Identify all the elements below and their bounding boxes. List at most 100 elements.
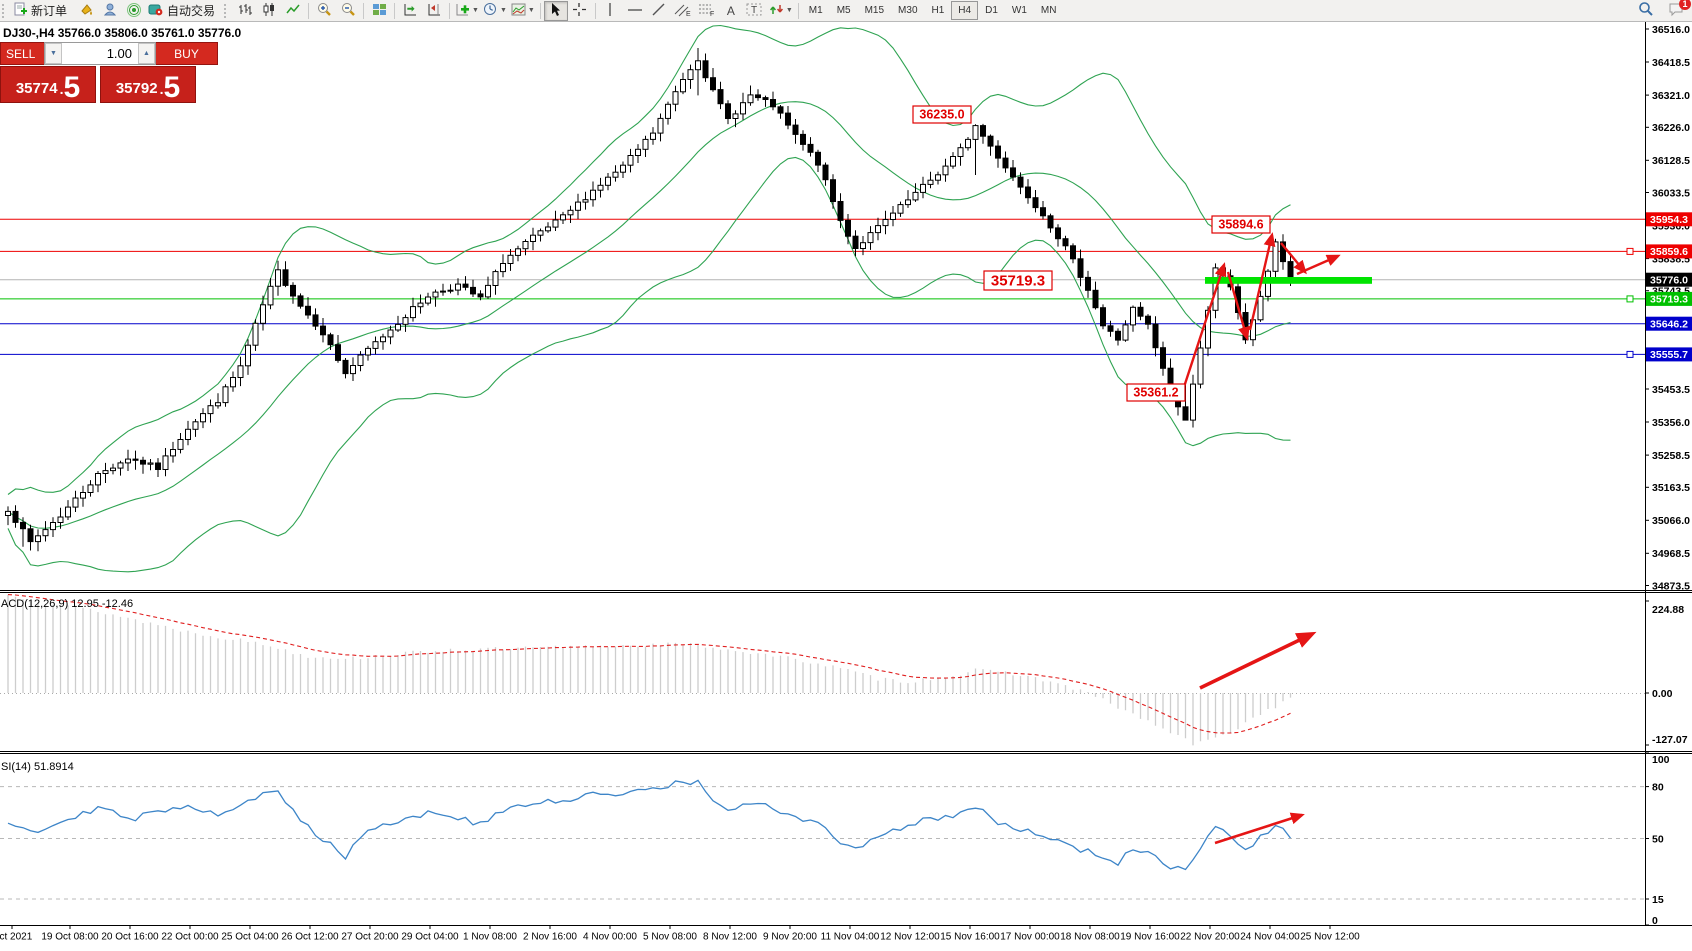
search-button[interactable] — [1634, 1, 1658, 21]
chart-canvas[interactable]: 36235.0 35894.6 35719.3 35361.2 ACD(12,26,9)… — [0, 22, 1692, 951]
indicators-button[interactable]: ▼ — [453, 1, 481, 21]
price-annotations[interactable]: 36235.0 35894.6 35719.3 35361.2 — [912, 105, 1271, 402]
horizontal-line-button[interactable] — [623, 1, 647, 21]
svg-text:18 Nov 08:00: 18 Nov 08:00 — [1060, 932, 1120, 943]
buy-button[interactable]: BUY — [156, 42, 218, 65]
buy-price-pip: 5 — [163, 71, 181, 104]
templates-icon — [511, 2, 526, 20]
volume-decrease-button[interactable]: ▼ — [45, 43, 62, 64]
volume-input[interactable]: 1.00 — [106, 46, 132, 61]
svg-text:20 Oct 16:00: 20 Oct 16:00 — [101, 932, 159, 943]
macd-trend-arrow[interactable] — [1199, 631, 1317, 690]
support-zone-bar[interactable] — [1205, 277, 1372, 284]
svg-text:36235.0: 36235.0 — [919, 108, 964, 122]
text-button[interactable]: A — [719, 1, 743, 21]
line-handle[interactable] — [1626, 295, 1634, 303]
trendline-button[interactable] — [647, 1, 671, 21]
paint-bucket-button[interactable] — [74, 1, 98, 21]
svg-text:35719.3: 35719.3 — [1650, 294, 1688, 306]
fibonacci-button[interactable]: F — [695, 1, 719, 21]
auto-trading-button[interactable]: 自动交易 — [146, 1, 222, 21]
equidistant-channel-button[interactable]: E — [671, 1, 695, 21]
candlestick-chart-button[interactable] — [257, 1, 281, 21]
tab-timeframe-MN[interactable]: MN — [1040, 5, 1057, 16]
svg-text:-127.07: -127.07 — [1652, 734, 1688, 746]
zoom-in-button[interactable] — [312, 1, 336, 21]
vertical-line-button[interactable] — [599, 1, 623, 21]
new-order-button[interactable]: 新订单 — [11, 1, 74, 21]
macd-pane: ACD(12,26,9) 12.95 -12.46 — [0, 594, 1645, 746]
tile-windows-icon — [372, 2, 387, 20]
auto-scroll-button[interactable] — [398, 1, 422, 21]
crosshair-button[interactable] — [568, 1, 592, 21]
svg-text:2 Nov 16:00: 2 Nov 16:00 — [523, 932, 577, 943]
sell-price-dot: . — [59, 81, 64, 97]
notification-badge: 1 — [1679, 0, 1691, 10]
chart-svg[interactable]: 36235.0 35894.6 35719.3 35361.2 ACD(12,26,9)… — [0, 22, 1692, 946]
shapes-button[interactable]: ▼ — [767, 1, 795, 21]
svg-text:19 Nov 16:00: 19 Nov 16:00 — [1120, 932, 1180, 943]
zoom-out-button[interactable] — [336, 1, 360, 21]
templates-button[interactable]: ▼ — [509, 1, 537, 21]
tab-timeframe-M30[interactable]: M30 — [898, 5, 918, 16]
svg-text:15: 15 — [1652, 894, 1664, 906]
tab-timeframe-M5[interactable]: M5 — [836, 5, 851, 16]
price-axis: 36516.0 36418.5 36321.0 36226.0 36128.5 36033… — [1626, 24, 1692, 927]
profile-button[interactable] — [98, 1, 122, 21]
cursor-button[interactable] — [543, 0, 568, 21]
one-click-trade-panel: SELL ▼ 1.00 ▲ BUY 35774. 5 35792. 5 — [0, 42, 220, 103]
shapes-icon — [769, 2, 784, 20]
bar-chart-button[interactable] — [233, 1, 257, 21]
auto-scroll-icon — [403, 2, 418, 20]
svg-text:36128.5: 36128.5 — [1652, 155, 1690, 167]
svg-text:8 Nov 12:00: 8 Nov 12:00 — [703, 932, 757, 943]
svg-text:F: F — [710, 11, 714, 17]
tile-windows-button[interactable] — [367, 1, 391, 21]
rsi-pane: SI(14) 51.8914 — [0, 761, 1645, 900]
svg-text:35646.2: 35646.2 — [1650, 319, 1688, 331]
sell-button[interactable]: SELL — [0, 42, 44, 65]
rsi-trend-arrow[interactable] — [1214, 812, 1305, 845]
svg-text:36226.0: 36226.0 — [1652, 122, 1690, 134]
periods-button[interactable]: ▼ — [481, 1, 509, 21]
svg-text:12 Nov 12:00: 12 Nov 12:00 — [880, 932, 940, 943]
svg-text:35954.3: 35954.3 — [1650, 214, 1688, 226]
signal-button[interactable] — [122, 1, 146, 21]
toolbar-separator — [363, 2, 365, 19]
svg-text:0: 0 — [1652, 915, 1658, 927]
volume-increase-button[interactable]: ▲ — [138, 43, 155, 64]
equidistant-channel-icon: E — [674, 2, 691, 20]
toolbar-separator — [394, 2, 396, 19]
svg-text:25 Nov 12:00: 25 Nov 12:00 — [1300, 932, 1360, 943]
sell-price[interactable]: 35774. 5 — [0, 66, 96, 103]
tab-timeframe-H4[interactable]: H4 — [951, 1, 979, 20]
tab-timeframe-D1[interactable]: D1 — [985, 5, 998, 16]
chat-button[interactable]: 1 — [1664, 0, 1691, 21]
tab-timeframe-M15[interactable]: M15 — [864, 5, 885, 16]
chart-shift-button[interactable] — [422, 1, 446, 21]
auto-trading-icon — [148, 2, 164, 20]
tab-timeframe-H1[interactable]: H1 — [931, 5, 945, 16]
buy-price[interactable]: 35792. 5 — [100, 66, 196, 103]
svg-text:27 Oct 20:00: 27 Oct 20:00 — [341, 932, 399, 943]
search-icon — [1638, 1, 1654, 20]
svg-text:35258.5: 35258.5 — [1652, 450, 1690, 462]
macd-signal-line — [7, 594, 1291, 734]
tab-timeframe-W1[interactable]: W1 — [1011, 5, 1027, 16]
dropdown-caret-icon: ▼ — [527, 7, 535, 14]
line-chart-button[interactable] — [281, 1, 305, 21]
periods-icon — [483, 2, 498, 20]
line-handle[interactable] — [1626, 350, 1634, 358]
dropdown-caret-icon: ▼ — [785, 7, 793, 14]
toolbar-separator — [539, 2, 541, 19]
candlestick-series — [5, 48, 1294, 552]
tab-timeframe-M1[interactable]: M1 — [808, 5, 823, 16]
toolbar-right-group: 1 — [1634, 0, 1691, 21]
text-label-button[interactable]: T — [743, 1, 767, 21]
zoom-in-icon — [317, 2, 332, 20]
line-handle[interactable] — [1626, 247, 1634, 255]
svg-text:36033.5: 36033.5 — [1652, 187, 1690, 199]
trend-arrows[interactable] — [1181, 232, 1341, 391]
chart-shift-icon — [427, 2, 442, 20]
